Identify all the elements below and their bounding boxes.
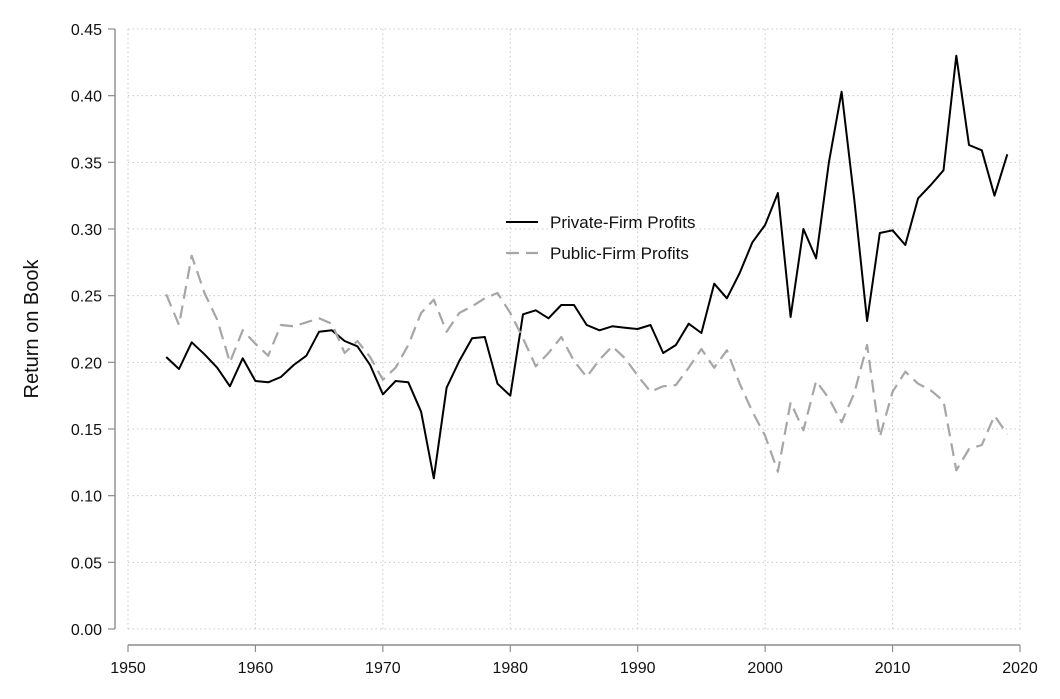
legend-label-private: Private-Firm Profits: [550, 213, 695, 232]
x-tick-label: 1980: [492, 660, 528, 677]
y-tick-label: 0.25: [71, 289, 102, 306]
x-tick-label: 2020: [1002, 660, 1038, 677]
series: [165, 54, 1009, 480]
axes: [114, 29, 1020, 646]
legend-label-public: Public-Firm Profits: [550, 244, 689, 263]
x-tick-label: 1990: [620, 660, 656, 677]
y-axis-title: Return on Book: [21, 259, 43, 399]
x-tick-label: 2010: [875, 660, 911, 677]
y-tick-label: 0.10: [71, 489, 102, 506]
x-tick-label: 1970: [365, 660, 401, 677]
y-tick-label: 0.05: [71, 555, 102, 572]
series-line-public: [165, 254, 1009, 473]
series-line-private: [165, 54, 1009, 480]
grid: [127, 28, 1021, 630]
y-tick-label: 0.00: [71, 622, 102, 639]
x-tick-label: 1960: [238, 660, 274, 677]
y-tick-label: 0.40: [71, 89, 102, 106]
tick-marks: 0.00 0.05 0.10 0.15 0.20 0.25 0.30 0.35 0.40 0.45…: [71, 22, 1038, 677]
y-tick-label: 0.35: [71, 155, 102, 172]
y-tick-label: 0.45: [71, 22, 102, 39]
y-tick-label: 0.15: [71, 422, 102, 439]
x-tick-label: 2000: [747, 660, 783, 677]
x-tick-label: 1950: [110, 660, 146, 677]
y-tick-label: 0.20: [71, 355, 102, 372]
legend: Private-Firm Profits Public-Firm Profits: [506, 213, 695, 263]
y-tick-label: 0.30: [71, 222, 102, 239]
